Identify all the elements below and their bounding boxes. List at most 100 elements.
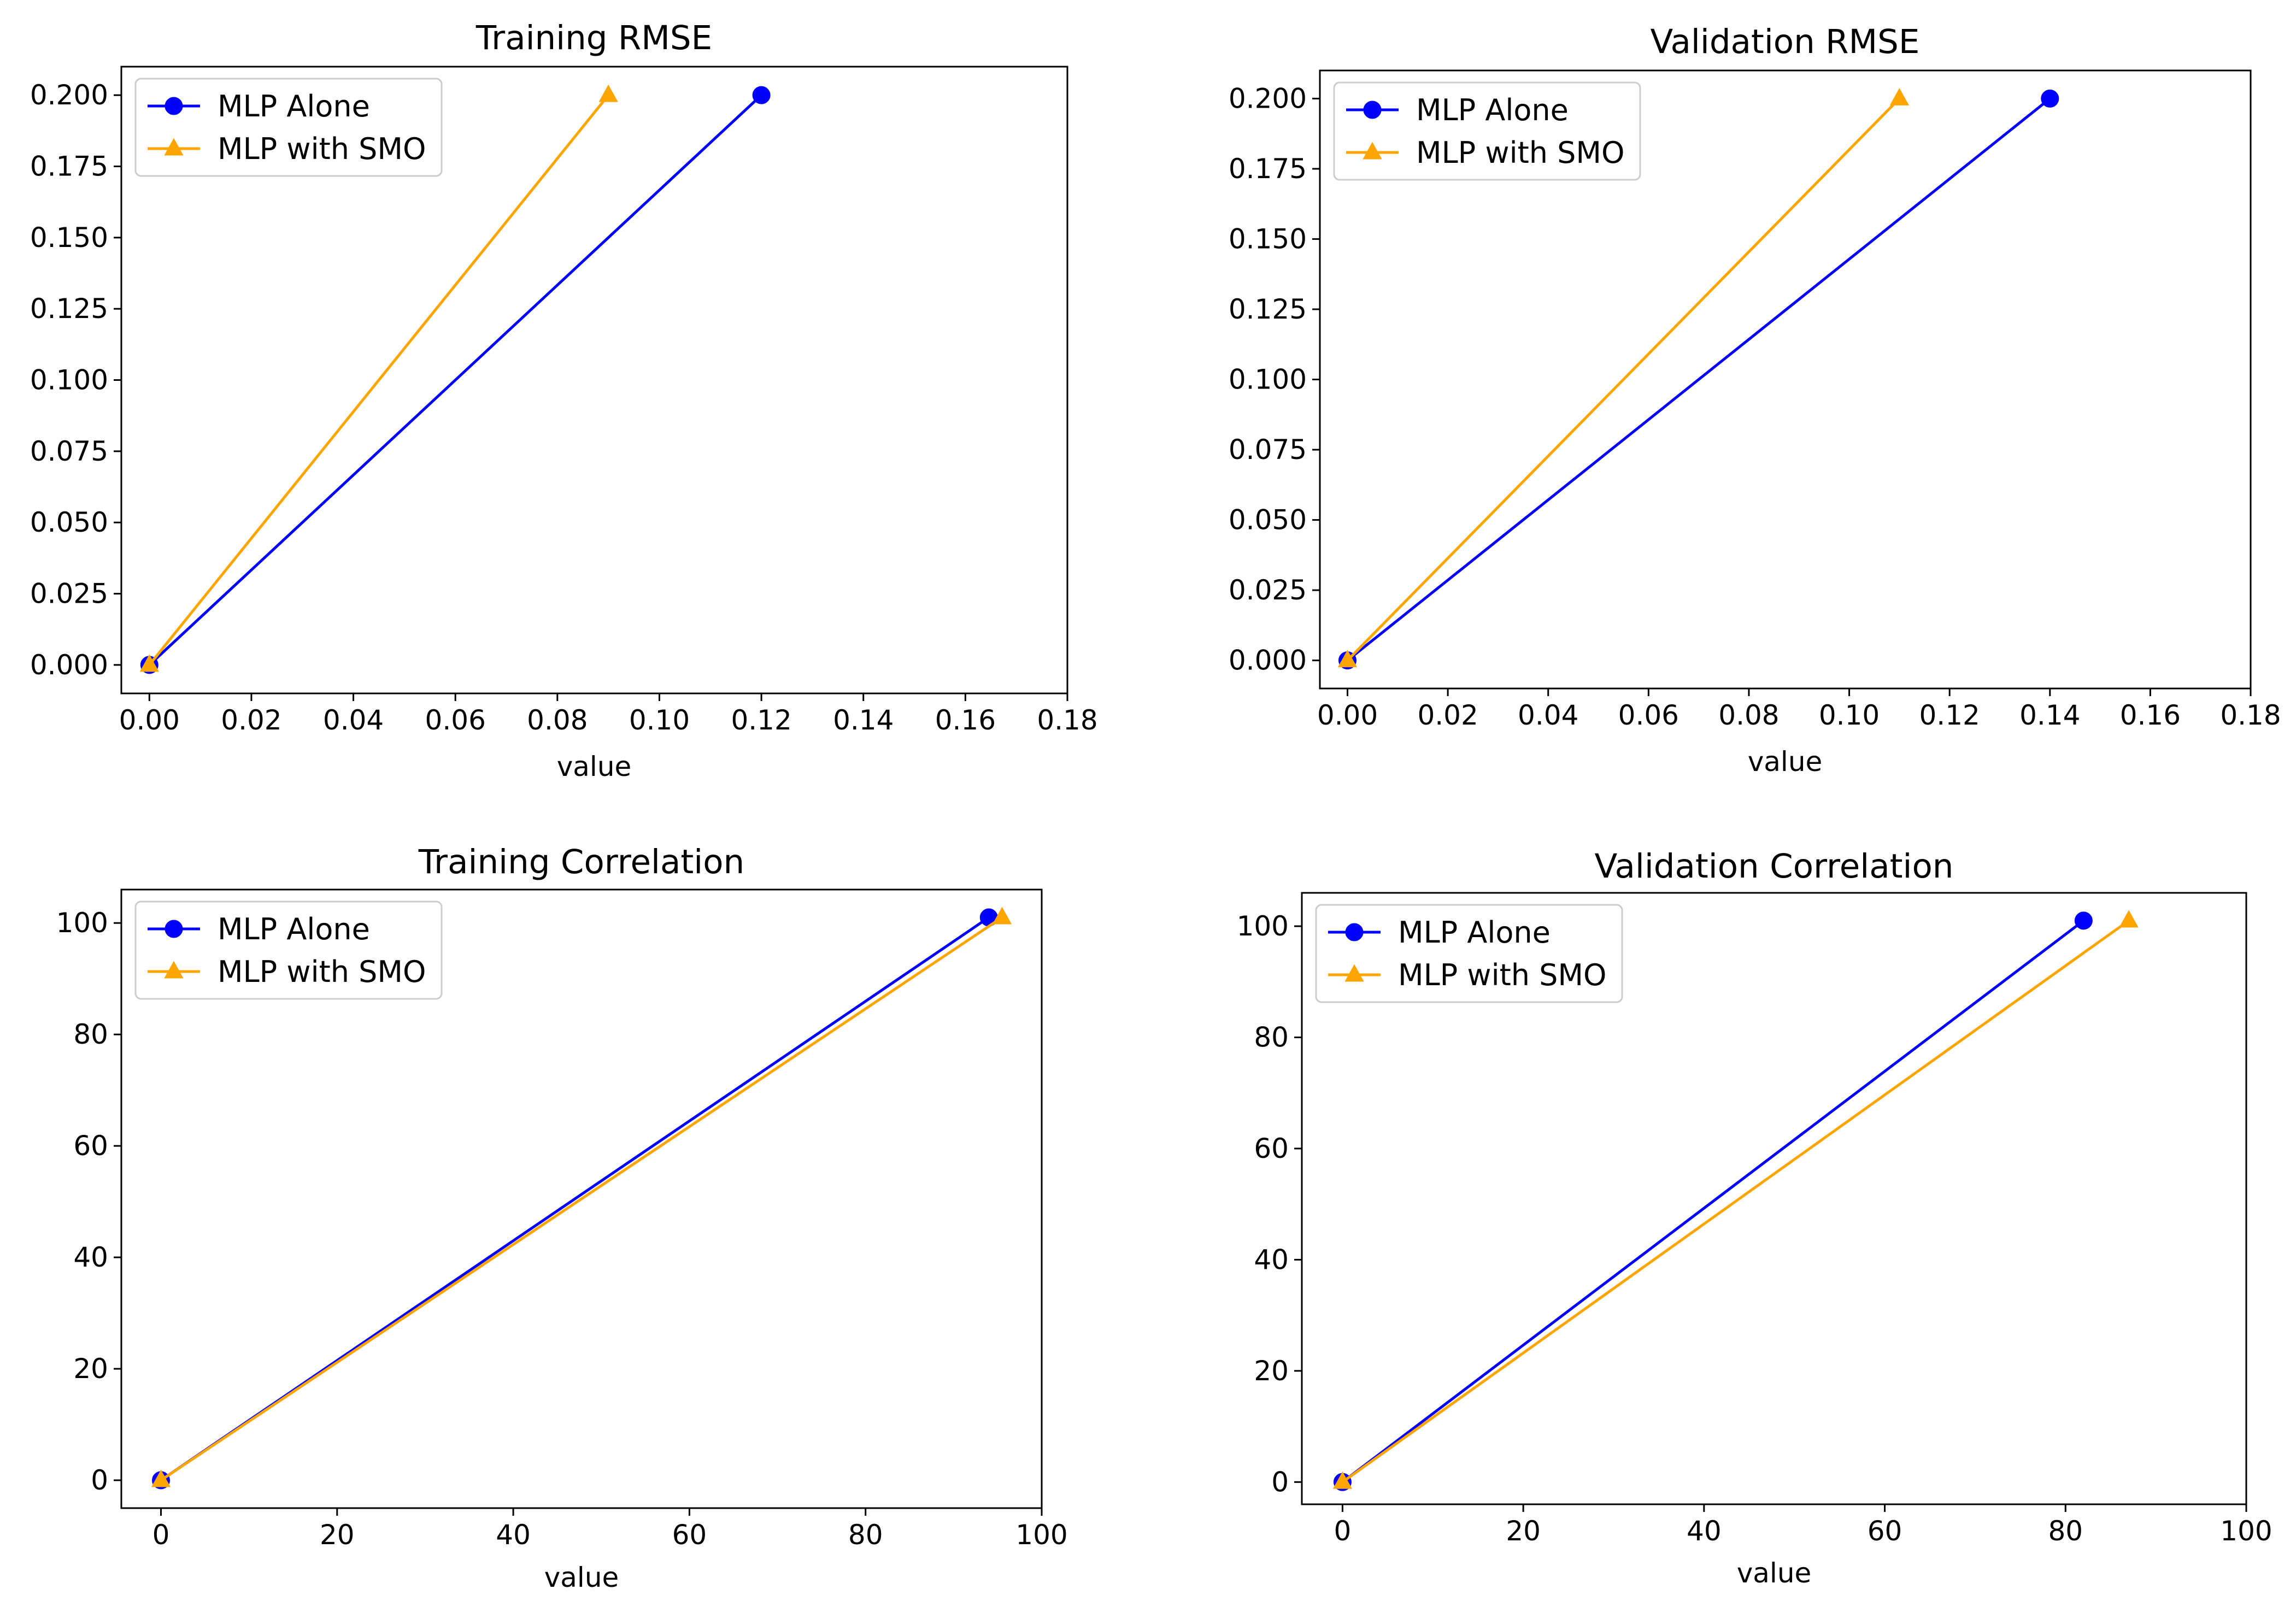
x-tick-label: 40 <box>1687 1515 1722 1547</box>
legend-entry: MLP Alone <box>1328 915 1551 950</box>
y-tick-label: 0.075 <box>1229 434 1307 466</box>
legend-entry: MLP Alone <box>148 89 370 123</box>
x-tick-label: 100 <box>2220 1515 2272 1547</box>
subplot-training-rmse: Training RMSE value 0.00 0.02 0.04 0.06 0.08… <box>30 19 1098 782</box>
subplot-title: Training RMSE <box>475 19 712 57</box>
y-tick-label: 0.150 <box>1229 223 1307 255</box>
y-tick-label: 0.200 <box>1229 83 1307 114</box>
legend-frame <box>1315 904 1623 1003</box>
legend: MLP Alone MLP with SMO <box>1315 904 1623 1003</box>
y-tick-label: 0.125 <box>30 293 108 325</box>
legend-marker <box>165 97 183 115</box>
x-tick-label: 0 <box>1334 1515 1352 1547</box>
data-point-mlp-with-smo <box>992 907 1012 925</box>
y-tick-label: 0.100 <box>1229 364 1307 396</box>
legend-entry: MLP with SMO <box>1346 136 1625 170</box>
x-tick-label: 0.06 <box>425 704 486 736</box>
y-tick-label: 0.175 <box>30 150 108 182</box>
x-tick-label: 0.16 <box>2120 699 2181 731</box>
y-tick-label: 0.050 <box>30 507 108 538</box>
x-tick-label: 0.06 <box>1618 699 1679 731</box>
x-tick-label: 0.18 <box>1037 704 1097 736</box>
data-point-mlp-with-smo <box>139 654 159 672</box>
legend-frame <box>134 78 443 177</box>
y-tick-label: 0.125 <box>1229 293 1307 325</box>
subplot-title: Validation Correlation <box>1595 847 1954 886</box>
x-tick-label: 0.16 <box>935 704 996 736</box>
x-tick-label: 0.14 <box>833 704 894 736</box>
series-line-mlp-alone <box>1341 919 2084 1484</box>
x-tick-label: 0.18 <box>2220 699 2281 731</box>
legend: MLP Alone MLP with SMO <box>134 78 443 177</box>
legend-entry: MLP with SMO <box>1328 958 1607 992</box>
data-point-mlp-with-smo <box>1337 650 1358 668</box>
subplot-title: Training Correlation <box>418 843 744 881</box>
x-tick-label: 0.10 <box>629 704 690 736</box>
y-tick-label: 100 <box>1237 910 1289 942</box>
x-tick-label: 0.14 <box>2019 699 2080 731</box>
y-tick-label: 60 <box>1254 1133 1289 1164</box>
legend-label: MLP with SMO <box>1398 958 1607 992</box>
data-point-mlp-with-smo <box>151 1469 171 1487</box>
legend-entry: MLP with SMO <box>148 132 426 166</box>
x-tick-label: 0.10 <box>1819 699 1880 731</box>
x-tick-label: 0.00 <box>1317 699 1378 731</box>
legend: MLP Alone MLP with SMO <box>134 900 443 1000</box>
legend-frame <box>134 900 443 1000</box>
y-tick-label: 0.175 <box>1229 153 1307 185</box>
data-point-mlp-alone <box>752 86 771 104</box>
legend: MLP Alone MLP with SMO <box>1333 81 1641 181</box>
legend-marker <box>165 920 183 938</box>
y-tick-label: 20 <box>1254 1355 1289 1387</box>
x-tick-label: 0.04 <box>323 704 384 736</box>
legend-entry: MLP Alone <box>148 912 370 946</box>
legend-entry: MLP Alone <box>1346 93 1569 127</box>
x-tick-label: 0.02 <box>1417 699 1478 731</box>
x-tick-label: 0.04 <box>1518 699 1578 731</box>
x-tick-label: 0 <box>152 1519 170 1551</box>
series-line-mlp-with-smo <box>1346 97 1901 662</box>
legend-label: MLP Alone <box>1416 93 1569 127</box>
y-tick-label: 0.000 <box>1229 645 1307 676</box>
y-tick-label: 0 <box>1271 1466 1289 1498</box>
x-axis-label: value <box>1737 1557 1812 1589</box>
legend-label: MLP with SMO <box>1416 136 1625 170</box>
legend-marker <box>1363 101 1382 119</box>
legend-label: MLP Alone <box>218 89 370 123</box>
y-tick-label: 0.025 <box>1229 574 1307 606</box>
y-tick-label: 0.025 <box>30 578 108 610</box>
y-tick-label: 0.075 <box>30 435 108 467</box>
y-tick-label: 0 <box>91 1464 108 1496</box>
y-tick-label: 0.050 <box>1229 504 1307 536</box>
series-line-mlp-with-smo <box>160 916 1003 1482</box>
x-tick-label: 20 <box>1506 1515 1541 1547</box>
legend-label: MLP Alone <box>218 912 370 946</box>
x-tick-label: 60 <box>1868 1515 1902 1547</box>
x-tick-label: 0.02 <box>221 704 281 736</box>
legend-label: MLP with SMO <box>218 955 426 989</box>
x-tick-label: 0.08 <box>1718 699 1779 731</box>
y-tick-label: 80 <box>1254 1021 1289 1053</box>
y-tick-label: 40 <box>1254 1244 1289 1275</box>
subplot-validation-rmse: Validation RMSE value 0.00 0.02 0.04 0.06 0.… <box>1229 22 2281 778</box>
series-line-mlp-with-smo <box>148 94 610 666</box>
legend-marker <box>1345 923 1364 941</box>
x-axis-label: value <box>557 751 632 782</box>
y-tick-label: 40 <box>73 1241 108 1273</box>
x-tick-label: 0.00 <box>119 704 180 736</box>
data-point-mlp-with-smo <box>598 84 618 102</box>
x-tick-label: 20 <box>320 1519 355 1551</box>
y-tick-label: 0.150 <box>30 222 108 254</box>
y-tick-label: 0.200 <box>30 79 108 111</box>
subplot-title: Validation RMSE <box>1651 22 1920 61</box>
legend-entry: MLP with SMO <box>148 955 426 989</box>
x-tick-label: 100 <box>1015 1519 1067 1551</box>
series-line-mlp-alone <box>1346 97 2051 662</box>
series-line-mlp-alone <box>148 94 762 666</box>
y-tick-label: 80 <box>73 1019 108 1050</box>
legend-label: MLP with SMO <box>218 132 426 166</box>
legend-frame <box>1333 81 1641 181</box>
subplot-training-correlation: Training Correlation value 0 20 40 60 80 100 0… <box>56 843 1068 1593</box>
legend-marker <box>164 961 184 979</box>
